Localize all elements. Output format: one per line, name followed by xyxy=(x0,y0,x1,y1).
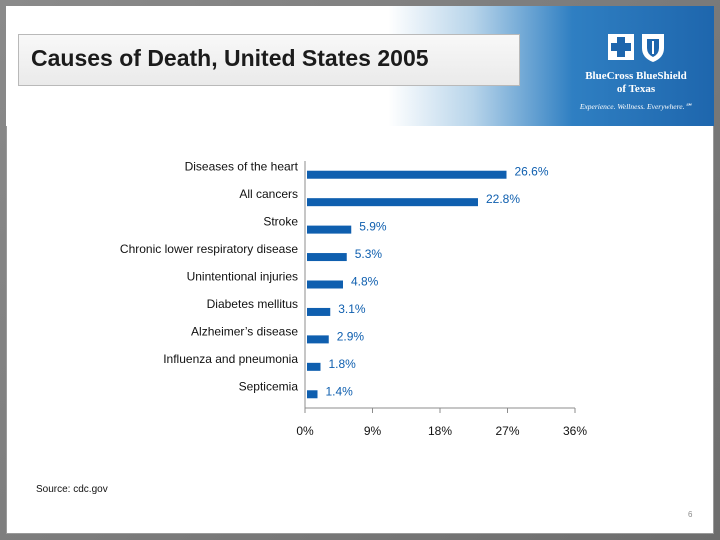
source-note: Source: cdc.gov xyxy=(36,484,108,495)
category-label: Unintentional injuries xyxy=(187,270,298,284)
bar-5 xyxy=(307,307,331,316)
header-band: Causes of Death, United States 2005 Blue… xyxy=(6,6,714,126)
bar-chart: 0% 9% 18% 27% 36% Diseases of the heart 26.6% A… xyxy=(120,160,587,438)
cross-shield-logo-icon xyxy=(608,34,664,62)
value-label: 2.9% xyxy=(337,329,365,343)
value-label: 3.1% xyxy=(338,302,366,316)
logo-subname: of Texas xyxy=(616,83,656,95)
blue-shield-icon xyxy=(642,34,664,62)
bar-2 xyxy=(307,225,352,234)
x-tick-label: 27% xyxy=(495,424,519,438)
blue-cross-icon xyxy=(608,34,634,60)
x-tick-label: 0% xyxy=(296,424,314,438)
value-label: 1.8% xyxy=(329,357,357,371)
value-label: 5.3% xyxy=(355,247,383,261)
bar-6 xyxy=(307,335,329,344)
page-title: Causes of Death, United States 2005 xyxy=(31,45,429,71)
value-label: 5.9% xyxy=(359,220,387,234)
category-label: All cancers xyxy=(239,187,298,201)
slide: Causes of Death, United States 2005 Blue… xyxy=(6,6,714,534)
value-label: 26.6% xyxy=(515,165,549,179)
bar-4 xyxy=(307,280,343,289)
bar-0 xyxy=(307,170,507,179)
value-label: 1.4% xyxy=(326,384,354,398)
bcbs-logo: BlueCross BlueShield of Texas Experience… xyxy=(566,32,706,116)
category-label: Diseases of the heart xyxy=(185,160,299,174)
category-label: Influenza and pneumonia xyxy=(163,352,298,366)
logo-wordmark: BlueCross BlueShield xyxy=(585,70,687,82)
category-label: Diabetes mellitus xyxy=(207,297,298,311)
bar-1 xyxy=(307,198,478,207)
category-label: Alzheimer’s disease xyxy=(191,324,298,338)
category-label: Stroke xyxy=(263,215,298,229)
category-label: Septicemia xyxy=(239,379,299,393)
x-tick-label: 18% xyxy=(428,424,452,438)
bar-3 xyxy=(307,253,347,262)
value-label: 22.8% xyxy=(486,192,520,206)
page-number: 6 xyxy=(688,510,693,519)
value-label: 4.8% xyxy=(351,275,379,289)
logo-tagline: Experience. Wellness. Everywhere.℠ xyxy=(579,102,693,111)
bar-7 xyxy=(307,362,321,371)
x-tick-label: 36% xyxy=(563,424,587,438)
x-tick-label: 9% xyxy=(364,424,382,438)
bar-8 xyxy=(307,390,318,399)
title-box: Causes of Death, United States 2005 xyxy=(18,34,520,86)
category-label: Chronic lower respiratory disease xyxy=(120,242,298,256)
